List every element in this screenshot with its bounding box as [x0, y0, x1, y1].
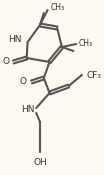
Text: CH₃: CH₃: [50, 2, 65, 12]
Text: HN: HN: [21, 106, 34, 114]
Text: OH: OH: [33, 158, 47, 167]
Text: CF₃: CF₃: [87, 71, 102, 79]
Text: HN: HN: [8, 36, 22, 44]
Text: O: O: [2, 58, 10, 66]
Text: O: O: [20, 78, 27, 86]
Text: CH₃: CH₃: [79, 40, 93, 48]
